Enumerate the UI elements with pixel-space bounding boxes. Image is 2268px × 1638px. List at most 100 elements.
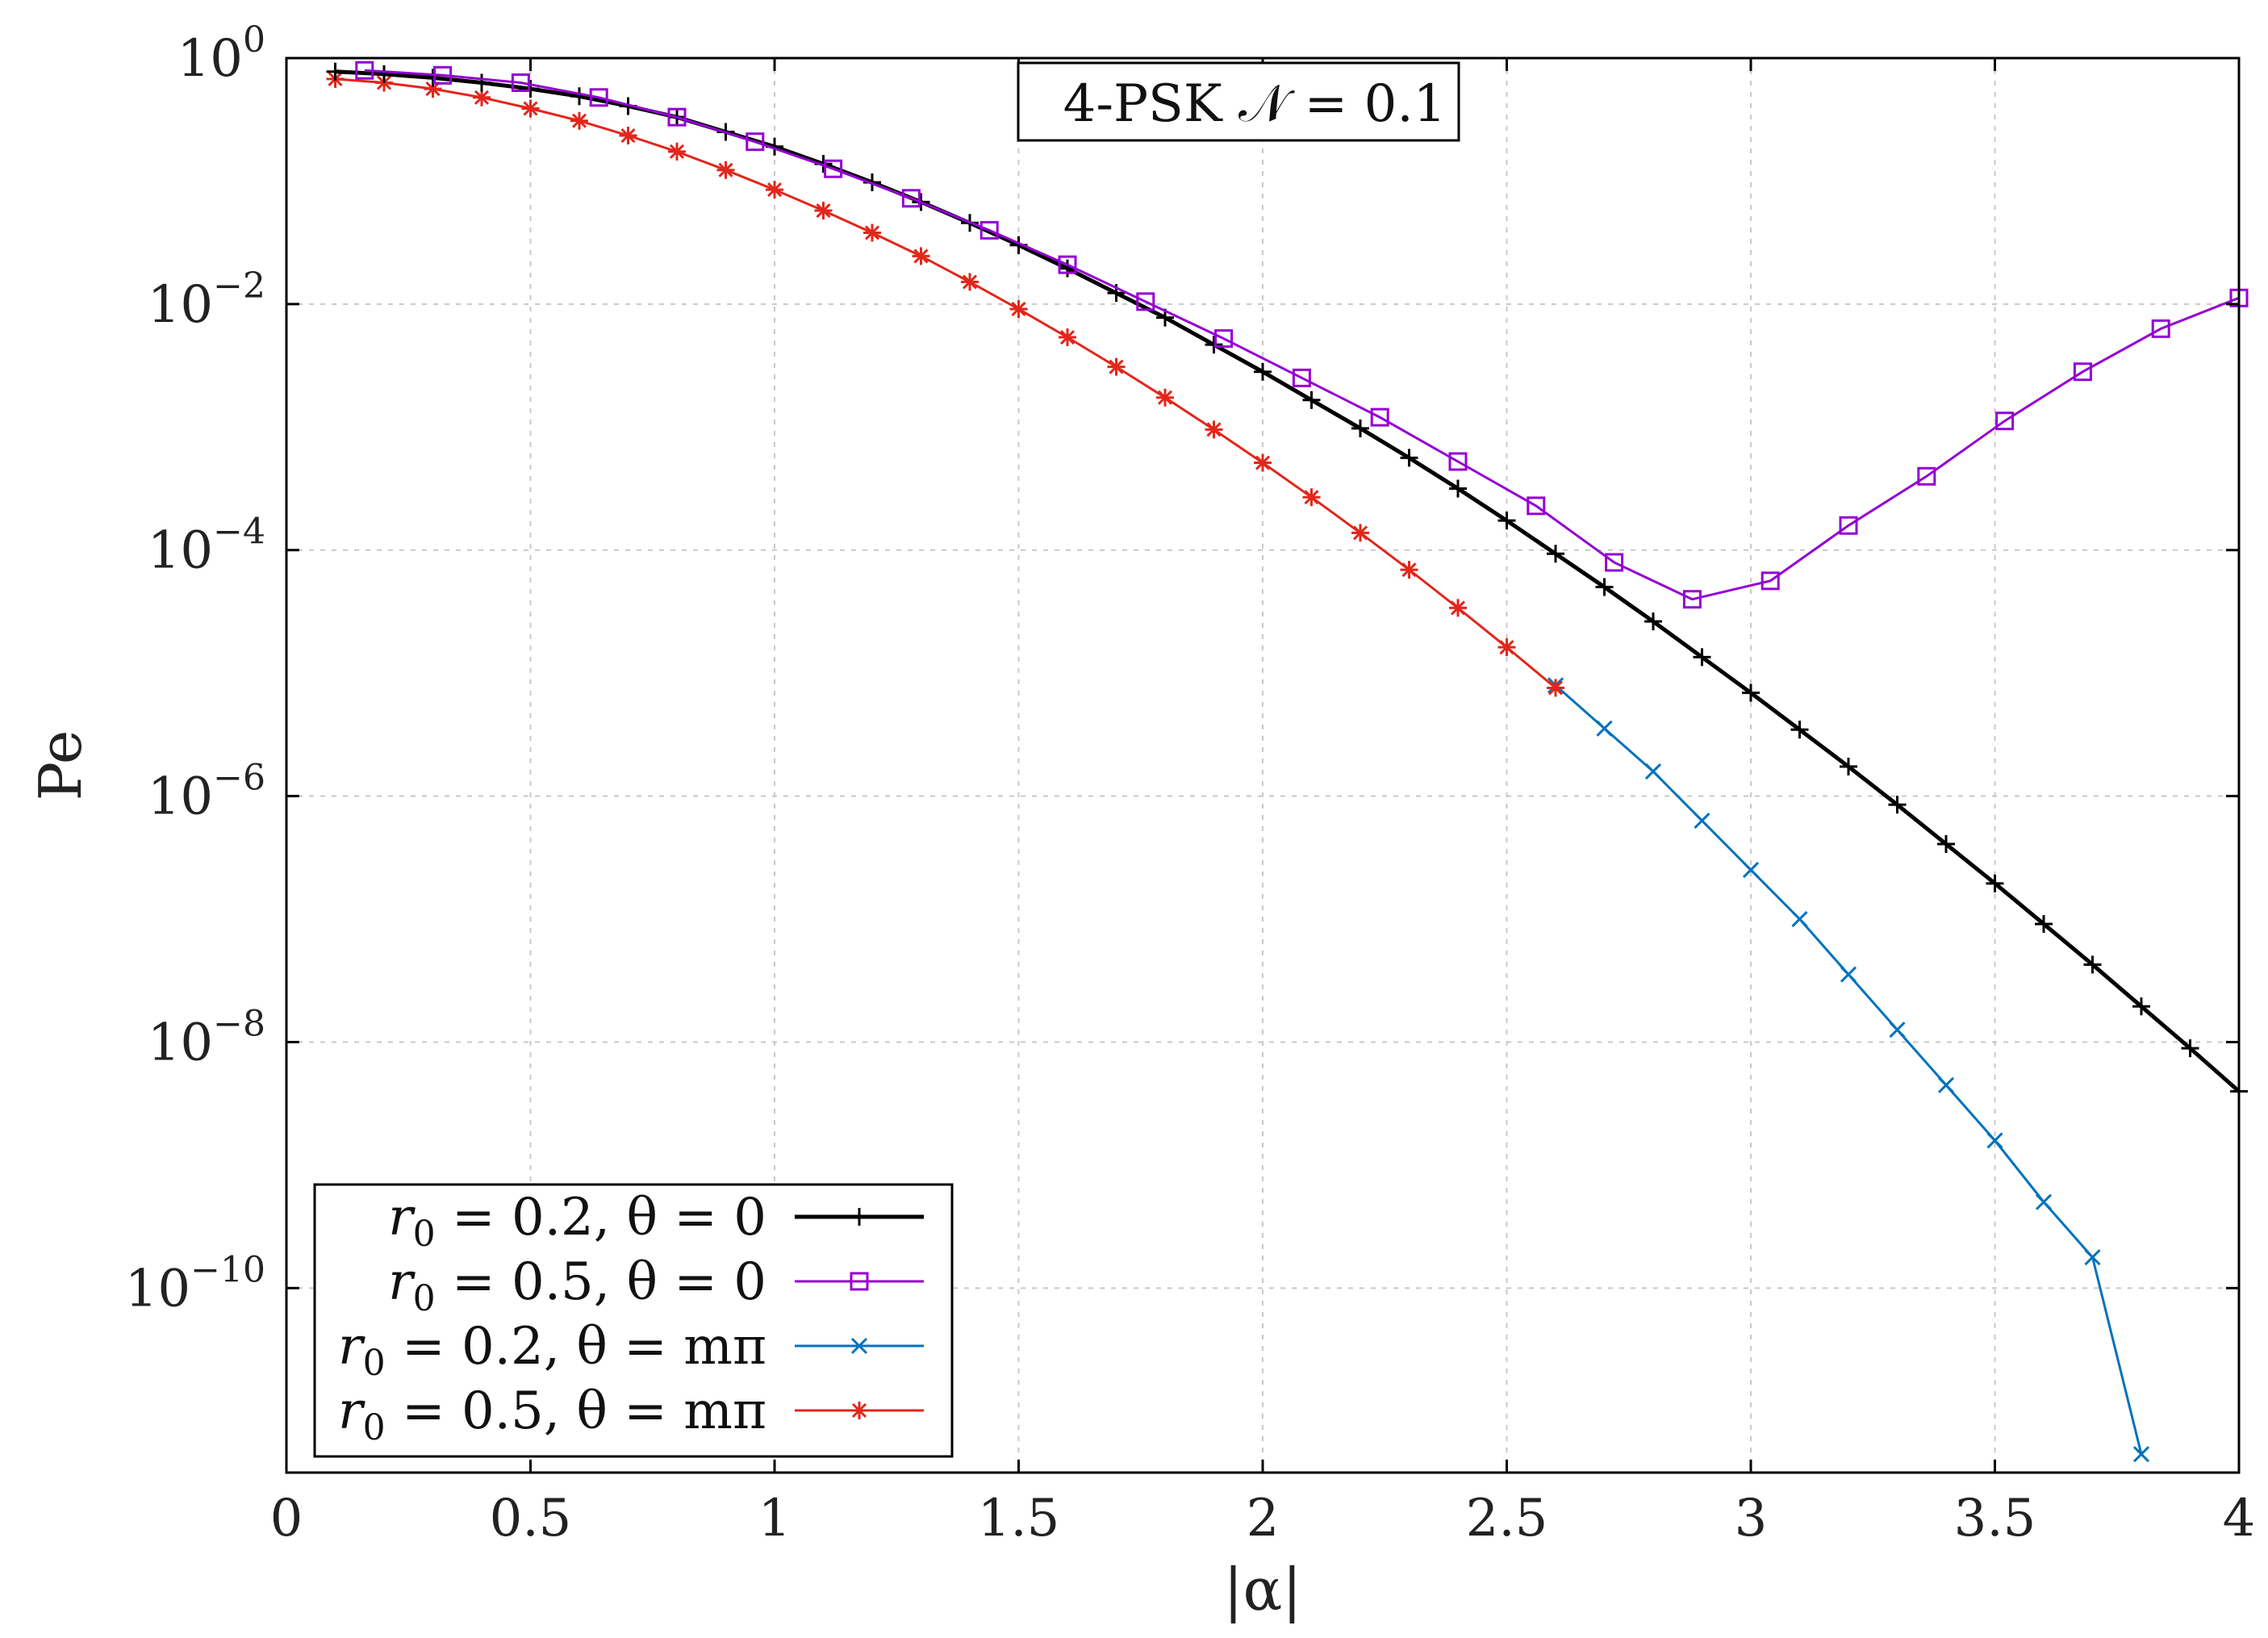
plus-marker — [326, 62, 345, 81]
asterisk-marker — [1156, 388, 1174, 407]
square-marker — [1292, 368, 1311, 387]
plus-marker — [473, 73, 491, 92]
y-axis-label: Pe — [27, 730, 94, 801]
series-4 — [326, 69, 1564, 697]
x-tick-label: 1 — [758, 1489, 792, 1548]
series-line — [335, 69, 2241, 1093]
legend: r0 = 0.2, θ = 0r0 = 0.5, θ = 0r0 = 0.2, … — [313, 1183, 954, 1458]
plus-marker — [1840, 758, 1857, 776]
x-marker — [850, 1337, 868, 1355]
x-tick-label: 1.5 — [978, 1489, 1060, 1548]
asterisk-marker — [570, 111, 588, 130]
x-tick-label: 3.5 — [1954, 1489, 2036, 1548]
x-marker — [1840, 966, 1857, 983]
plus-marker — [1742, 683, 1760, 702]
square-marker — [1917, 466, 1936, 486]
x-marker — [1791, 910, 1808, 928]
legend-label: r0 = 0.5, θ = 0 — [388, 1252, 766, 1319]
asterisk-marker — [766, 181, 783, 199]
asterisk-marker — [1449, 599, 1467, 617]
axis-layer: 0 0.5 1 1.5 2 2.5 3 3.5 4 100 10−2 10−4 10−6 10−8 10−1… — [125, 19, 2256, 1548]
chart-title-box: 4-PSK 𝒩 = 0.1 — [1017, 61, 1460, 142]
plus-marker — [850, 1208, 868, 1226]
plus-marker — [1888, 796, 1907, 814]
asterisk-marker — [1059, 328, 1076, 347]
asterisk-marker — [716, 161, 735, 179]
asterisk-marker — [1497, 638, 1516, 657]
asterisk-marker — [1254, 453, 1272, 472]
square-marker — [433, 65, 453, 85]
plus-marker — [521, 80, 540, 98]
series-2 — [355, 61, 2249, 609]
plus-marker — [424, 69, 442, 87]
plus-marker — [2132, 997, 2150, 1016]
plus-marker — [1547, 545, 1564, 563]
square-marker — [1136, 292, 1155, 311]
square-marker — [511, 73, 530, 92]
square-marker — [850, 1272, 869, 1291]
square-marker — [2073, 362, 2092, 382]
asterisk-marker — [863, 224, 881, 242]
square-marker — [589, 88, 608, 107]
grid-layer — [286, 58, 2239, 1473]
plus-marker — [1449, 479, 1467, 498]
square-marker — [1214, 329, 1234, 349]
x-tick-label: 2.5 — [1466, 1489, 1548, 1548]
asterisk-marker — [1205, 420, 1223, 439]
plus-marker — [2181, 1039, 2199, 1058]
series-1 — [326, 62, 2248, 1101]
plus-marker — [1595, 578, 1614, 596]
y-tick-label: 100 — [178, 19, 265, 89]
asterisk-marker — [1009, 299, 1028, 318]
x-marker — [1644, 763, 1662, 780]
legend-label: r0 = 0.2, θ = 0 — [388, 1188, 766, 1255]
square-marker — [1682, 590, 1702, 609]
x-marker — [2084, 1249, 2101, 1266]
asterisk-marker — [961, 273, 979, 291]
asterisk-marker — [619, 127, 637, 145]
x-tick-label: 0.5 — [490, 1489, 572, 1548]
asterisk-marker — [473, 88, 491, 107]
x-marker — [1937, 1076, 1955, 1093]
square-marker — [901, 189, 921, 208]
plus-marker — [1937, 835, 1955, 854]
plus-marker — [1302, 391, 1321, 409]
asterisk-marker — [814, 202, 833, 220]
x-marker — [1986, 1132, 2003, 1149]
asterisk-marker — [1351, 524, 1369, 542]
x-marker — [2132, 1446, 2150, 1463]
series-line — [335, 77, 1556, 689]
plus-marker — [2035, 915, 2053, 934]
x-tick-label: 2 — [1247, 1489, 1280, 1548]
plus-marker — [1254, 362, 1272, 381]
square-marker — [2151, 319, 2170, 338]
asterisk-marker — [1400, 561, 1418, 579]
square-marker — [824, 159, 843, 178]
asterisk-marker — [668, 142, 686, 161]
square-marker — [1761, 571, 1780, 591]
x-marker — [2035, 1193, 2053, 1210]
x-marker — [1596, 720, 1613, 737]
asterisk-marker — [1107, 357, 1126, 376]
asterisk-marker — [1547, 679, 1564, 697]
plus-marker — [1497, 512, 1516, 530]
plus-marker — [375, 65, 393, 83]
legend-entry: r0 = 0.2, θ = 0 — [388, 1188, 924, 1255]
asterisk-marker — [424, 80, 442, 98]
y-tick-label: 10−10 — [125, 1249, 265, 1318]
y-tick-label: 10−6 — [148, 758, 265, 827]
x-marker — [1889, 1022, 1906, 1038]
x-axis-label: |α| — [1223, 1556, 1301, 1623]
asterisk-marker — [912, 247, 930, 265]
plus-marker — [1986, 874, 2004, 892]
legend-entry: r0 = 0.2, θ = mπ — [338, 1317, 924, 1384]
square-marker — [667, 107, 687, 127]
plus-marker — [2083, 955, 2102, 974]
plus-marker — [1351, 419, 1369, 437]
chart-title: 4-PSK 𝒩 = 0.1 — [1063, 74, 1447, 134]
square-marker — [1839, 516, 1858, 535]
square-marker — [1058, 255, 1077, 274]
y-tick-label: 10−8 — [148, 1003, 265, 1072]
asterisk-marker — [521, 99, 540, 118]
series-3 — [1547, 677, 2150, 1463]
